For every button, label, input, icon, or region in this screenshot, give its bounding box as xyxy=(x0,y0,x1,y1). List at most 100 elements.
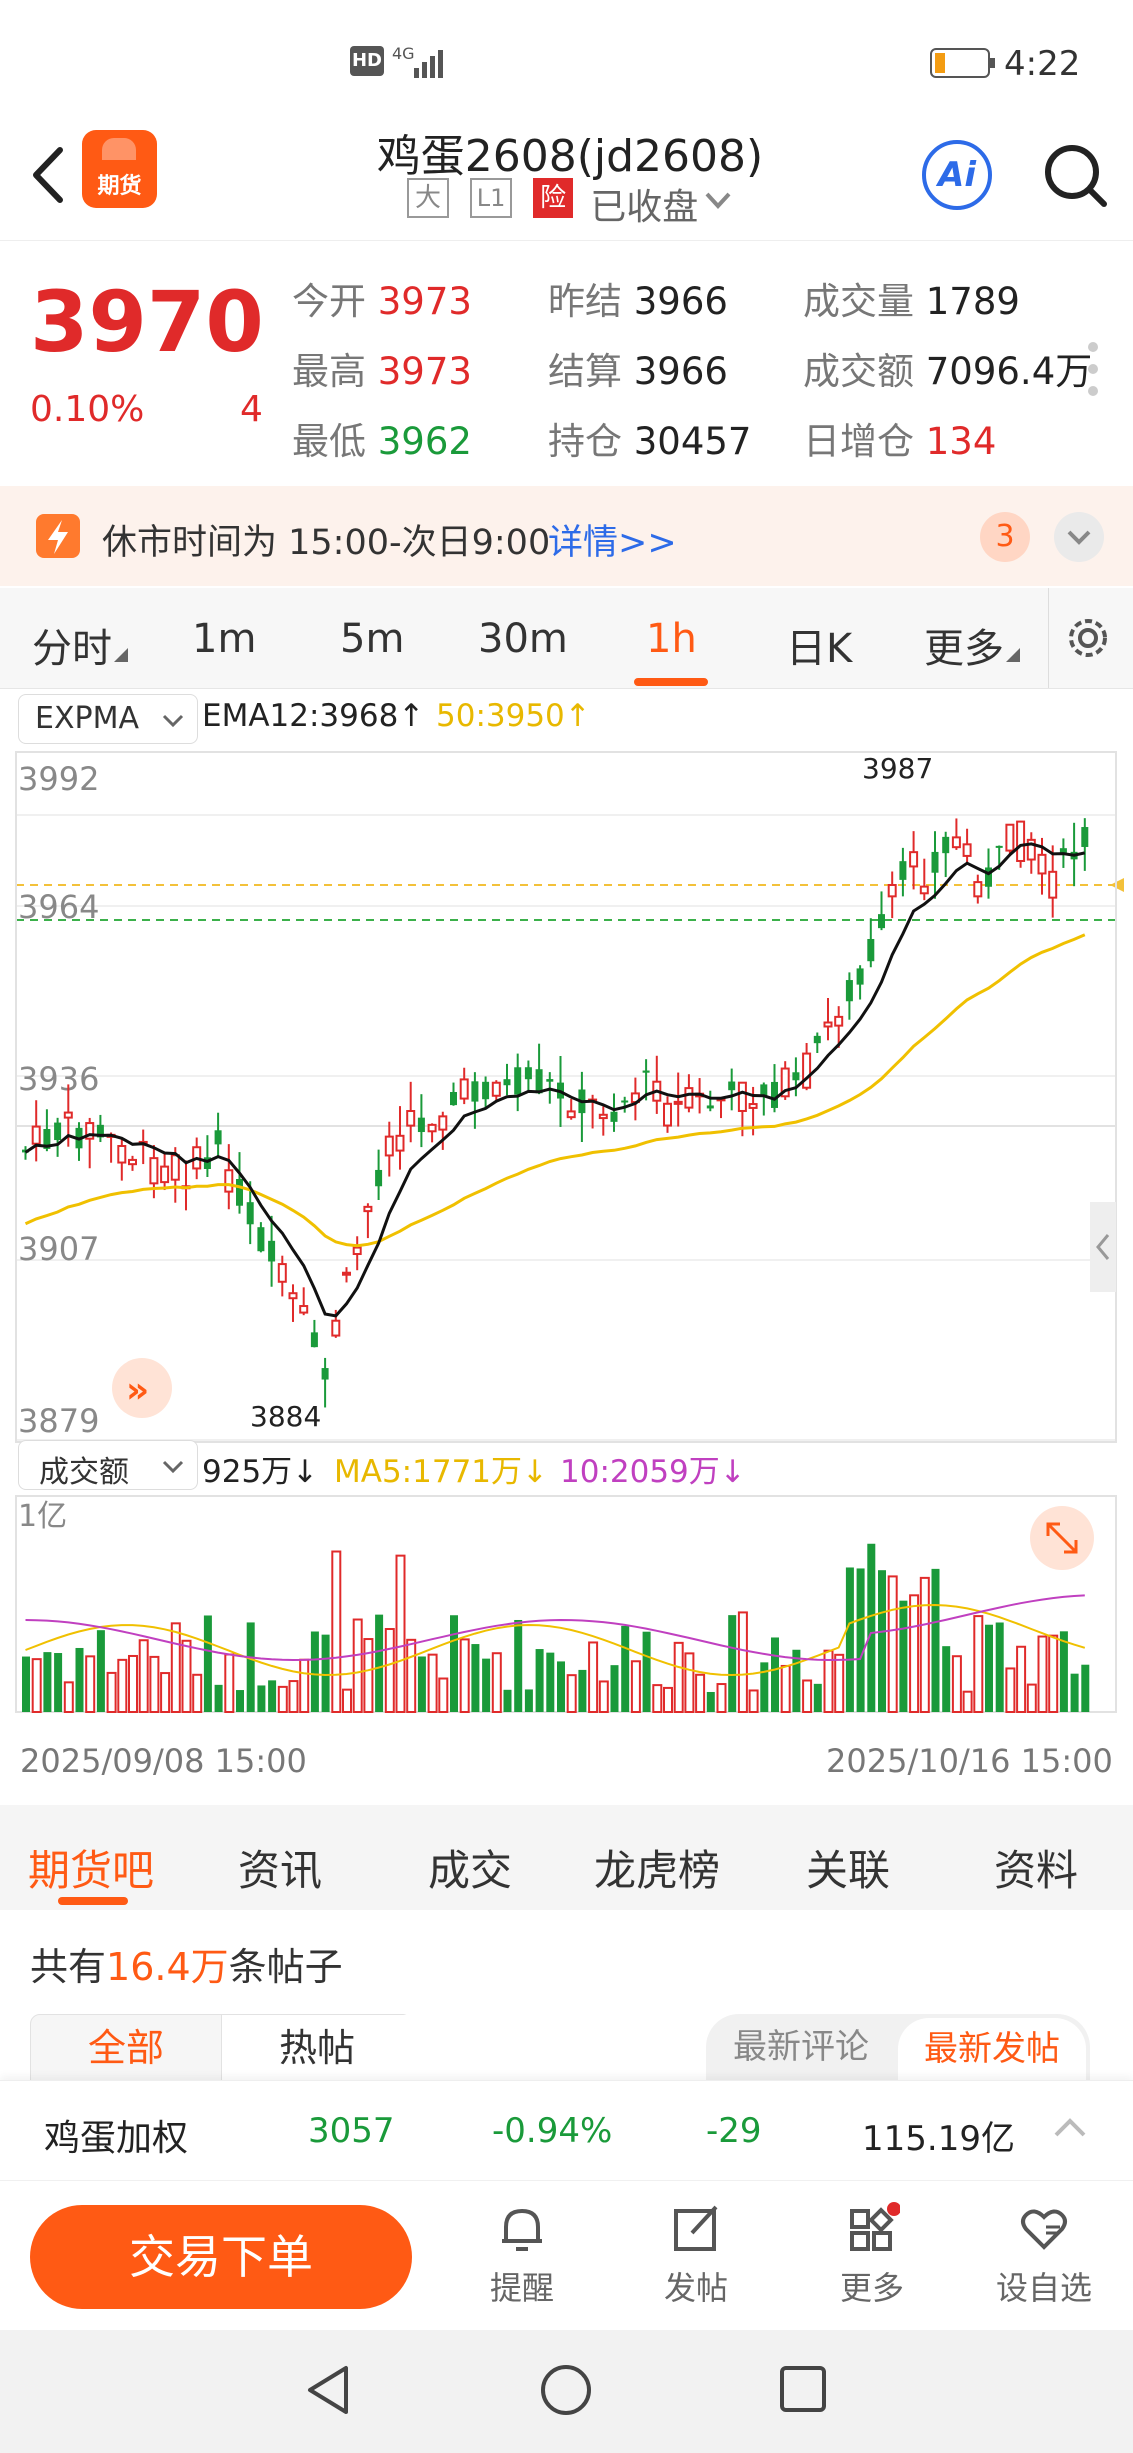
candle xyxy=(684,1087,694,1109)
volume-bar xyxy=(503,1689,512,1712)
notice-detail-link[interactable]: 详情>> xyxy=(548,523,677,563)
tab-1h[interactable]: 1h xyxy=(646,616,697,662)
volume-bar xyxy=(748,1689,759,1713)
candle xyxy=(673,1100,683,1105)
volume-bar xyxy=(1081,1664,1090,1712)
volume-bar xyxy=(63,1681,74,1713)
candle xyxy=(417,1117,425,1133)
ai-icon[interactable]: Ai xyxy=(922,140,992,210)
post-label: 发帖 xyxy=(663,2269,728,2307)
tab-divider xyxy=(1048,588,1049,688)
change-pct: 0.10% xyxy=(30,389,145,430)
volume-bar xyxy=(909,1594,920,1714)
volume-bar xyxy=(899,1600,908,1712)
candle xyxy=(406,1110,416,1127)
candle xyxy=(985,867,992,887)
candle xyxy=(363,1205,373,1213)
gear-icon[interactable] xyxy=(1062,612,1114,668)
candle xyxy=(878,914,885,929)
candle xyxy=(236,1179,243,1206)
candle xyxy=(706,1105,714,1109)
candle xyxy=(268,1240,276,1262)
volume-bar xyxy=(867,1543,876,1712)
search-icon[interactable] xyxy=(1040,138,1110,217)
volume-bar xyxy=(363,1638,374,1714)
vol-y-tick: 1亿 xyxy=(18,1499,67,1534)
title-tags: 大 L1 险 已收盘 xyxy=(407,178,733,230)
logo-arc xyxy=(102,138,136,160)
low-label: 3884 xyxy=(250,1400,321,1433)
more-dots-icon[interactable] xyxy=(1086,339,1100,403)
back-icon[interactable] xyxy=(22,140,72,214)
indicator-select[interactable]: EXPMA xyxy=(18,694,198,744)
more-button[interactable]: 更多 xyxy=(812,2201,932,2309)
volume-ma10: 10:2059万↓ xyxy=(560,1454,746,1490)
trade-button[interactable]: 交易下单 xyxy=(30,2205,412,2309)
tab-trades[interactable]: 成交 xyxy=(428,1846,513,1895)
volume-bar xyxy=(192,1673,203,1713)
candle xyxy=(919,885,929,895)
volume-bar xyxy=(22,1656,30,1712)
action-bar: 交易下单 提醒 发帖 更多 设自选 xyxy=(0,2180,1133,2331)
volume-bar xyxy=(246,1622,255,1712)
home-nav-icon[interactable] xyxy=(538,2362,594,2422)
volume-bar xyxy=(321,1634,330,1712)
tab-news[interactable]: 资讯 xyxy=(238,1846,323,1895)
market-state[interactable]: 已收盘 xyxy=(590,187,699,228)
volume-bar xyxy=(106,1671,117,1713)
tab-more[interactable]: 更多 xyxy=(924,616,1020,674)
volume-bar xyxy=(566,1674,577,1714)
active-subtab-indicator xyxy=(58,1897,128,1905)
y-tick-2: 3964 xyxy=(18,888,99,926)
tab-leaderboard[interactable]: 龙虎榜 xyxy=(594,1846,721,1895)
volume-bar xyxy=(181,1639,192,1713)
recents-nav-icon[interactable] xyxy=(778,2364,828,2418)
candle xyxy=(748,1103,758,1109)
volume-bar xyxy=(1005,1667,1016,1713)
tab-profile[interactable]: 资料 xyxy=(994,1846,1079,1895)
filter-all[interactable]: 全部 xyxy=(87,2026,164,2070)
tab-forum[interactable]: 期货吧 xyxy=(28,1846,155,1895)
filter-hot[interactable]: 热帖 xyxy=(221,2015,412,2081)
candle xyxy=(342,1271,351,1276)
volume-bar xyxy=(834,1653,845,1714)
field-low: 最低 3962 xyxy=(292,420,472,463)
tab-30m[interactable]: 30m xyxy=(478,616,568,662)
candle xyxy=(427,1123,437,1133)
candle xyxy=(760,1084,768,1097)
sort-latest-comment[interactable]: 最新评论 xyxy=(733,2027,869,2067)
chevron-up-icon[interactable] xyxy=(1052,2113,1088,2147)
tab-timeshare[interactable]: 分时 xyxy=(32,616,128,674)
content-tabs: 期货吧 资讯 成交 龙虎榜 关联 资料 xyxy=(0,1805,1133,1911)
tab-1m[interactable]: 1m xyxy=(192,616,257,662)
chevron-down-icon[interactable] xyxy=(703,186,733,216)
volume-bar xyxy=(652,1684,663,1714)
volume-bar xyxy=(417,1656,426,1712)
candle xyxy=(546,1079,554,1082)
weighted-ticker[interactable]: 鸡蛋加权 3057 -0.94% -29 115.19亿 xyxy=(0,2080,1133,2181)
market-notice: 休市时间为 15:00-次日9:00 详情>> 3 xyxy=(0,486,1133,586)
sort-latest-post[interactable]: 最新发帖 xyxy=(898,2018,1086,2080)
field-settle: 结算 3966 xyxy=(548,350,728,393)
volume-bar xyxy=(951,1655,962,1714)
volume-bar xyxy=(438,1677,449,1713)
watchlist-button[interactable]: 设自选 xyxy=(984,2201,1104,2309)
back-nav-icon[interactable] xyxy=(302,2362,354,2422)
alert-button[interactable]: 提醒 xyxy=(462,2201,582,2309)
collapse-icon[interactable] xyxy=(1054,512,1104,562)
ema12-value: EMA12:3968↑ xyxy=(202,698,425,734)
post-button[interactable]: 发帖 xyxy=(636,2201,756,2309)
volume-bar xyxy=(792,1649,801,1712)
volume-bar xyxy=(160,1672,171,1714)
volume-bar xyxy=(845,1567,854,1712)
candle xyxy=(621,1100,629,1103)
tab-day-k[interactable]: 日K xyxy=(786,626,853,672)
tab-5m[interactable]: 5m xyxy=(340,616,405,662)
candle xyxy=(384,1135,394,1157)
volume-indicator-select[interactable]: 成交额 xyxy=(18,1440,198,1490)
field-open-interest: 持仓 30457 xyxy=(548,420,752,463)
tab-related[interactable]: 关联 xyxy=(806,1846,891,1895)
candle xyxy=(899,861,907,880)
notice-count-badge[interactable]: 3 xyxy=(980,512,1030,562)
candlestick-chart[interactable]: 3992 3964 3936 3907 3879 3987 3884 » 1亿 … xyxy=(0,690,1133,1800)
